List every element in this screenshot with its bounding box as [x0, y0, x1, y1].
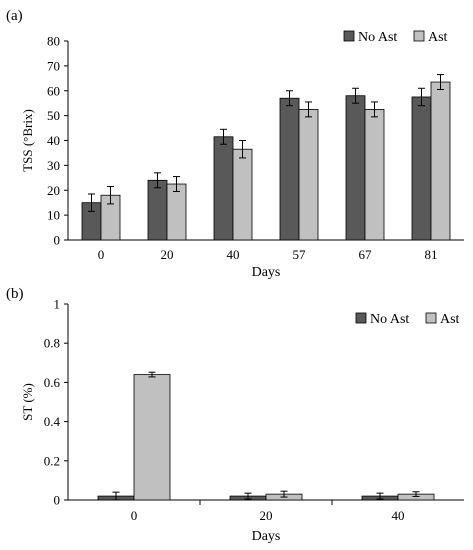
panel-a-bar-ast: [298, 109, 319, 241]
panel-b-y-tick-label: 0.8: [44, 336, 60, 351]
panel-b-y-tick-label: 0.4: [44, 414, 61, 429]
panel-a-y-tick-label: 20: [47, 183, 60, 198]
panel-b-legend-swatch-ast: [425, 312, 437, 324]
panel-b-bar-ast: [133, 374, 171, 501]
panel-a-y-tick-label: 30: [47, 158, 60, 173]
panel-b-x-tick-label: 20: [260, 508, 273, 523]
panel-b-x-tick-label: 0: [131, 508, 138, 523]
panel-a-y-tick-label: 50: [47, 108, 60, 123]
panel-a-chart: (a) 0 10 20 30 40 50 60 70 80 TSS (°Brix) Days 0 20 4…: [6, 8, 464, 280]
panel-b-legend-swatch-no-ast: [355, 312, 367, 324]
panel-b-y-tick-label: 0.2: [44, 453, 60, 468]
panel-b-y-axis-title: ST (%): [20, 383, 35, 421]
panel-a-y-tick-label: 0: [54, 233, 61, 248]
panel-a-y-axis-title: TSS (°Brix): [20, 109, 35, 172]
panel-a-y-tick-label: 40: [47, 133, 60, 148]
panel-a-bar-no-ast: [279, 97, 300, 241]
panel-a-legend-label-ast: Ast: [428, 30, 448, 45]
panel-a-legend-label-no-ast: No Ast: [358, 30, 397, 45]
panel-b-chart: (b) 0 0.2 0.4 0.6 0.8 1 ST (%) Days 0 20 40 No Ast A…: [6, 286, 464, 544]
panel-b-y-tick-label: 0: [54, 493, 61, 508]
panel-a-bar-no-ast: [345, 95, 366, 241]
panel-b-label: (b): [6, 286, 24, 302]
panel-a-legend-swatch-no-ast: [343, 30, 355, 42]
panel-a-y-tick-label: 10: [47, 208, 60, 223]
panel-a-x-axis-title: Days: [252, 265, 281, 280]
panel-a-x-tick-label: 20: [161, 247, 174, 262]
panel-a-x-tick-label: 67: [359, 247, 373, 262]
panel-b-legend-label-ast: Ast: [440, 312, 460, 327]
panel-a-bar-no-ast: [213, 136, 234, 241]
panel-a-bar-ast: [430, 81, 451, 241]
panel-a-y-tick-label: 60: [47, 83, 60, 98]
panel-b-y-tick-label: 0.6: [44, 375, 61, 390]
panel-a-x-tick-label: 40: [227, 247, 240, 262]
panel-a-bar-ast: [166, 183, 187, 241]
panel-b-y-tick-label: 1: [54, 297, 61, 312]
panel-b-x-axis-title: Days: [252, 529, 281, 544]
panel-b-x-tick-label: 40: [392, 508, 405, 523]
panel-a-y-tick-label: 80: [47, 34, 60, 49]
panel-a-legend-swatch-ast: [413, 30, 425, 42]
panel-a-bar-no-ast: [411, 96, 432, 241]
panel-a-bar-ast: [364, 109, 385, 241]
panel-b-legend-label-no-ast: No Ast: [370, 312, 409, 327]
panel-a-label: (a): [6, 8, 23, 24]
panel-a-x-tick-label: 81: [425, 247, 438, 262]
panel-a-bar-ast: [232, 148, 253, 241]
panel-a-y-tick-label: 70: [47, 58, 60, 73]
panel-a-x-tick-label: 57: [293, 247, 307, 262]
panel-a-bar-no-ast: [147, 179, 168, 241]
panel-a-x-tick-label: 0: [98, 247, 105, 262]
